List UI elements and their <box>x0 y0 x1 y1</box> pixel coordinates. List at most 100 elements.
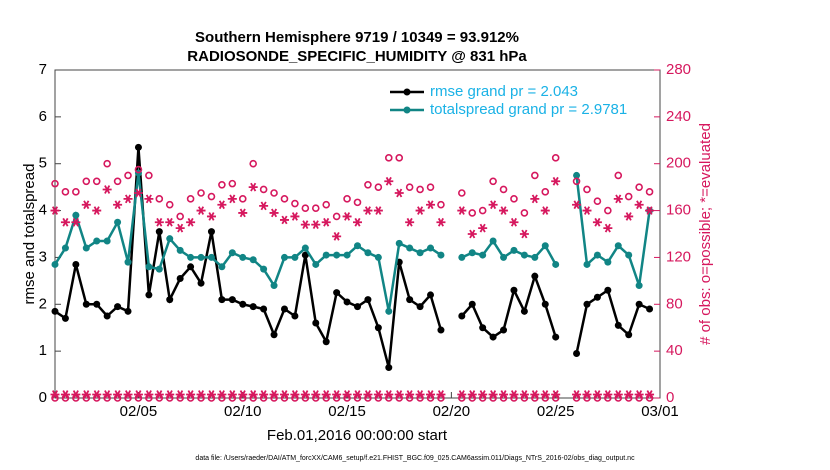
possible-marker <box>489 177 497 186</box>
point <box>260 265 268 273</box>
point <box>573 349 581 357</box>
evaluated-marker <box>499 206 509 215</box>
evaluated-marker <box>353 217 362 227</box>
evaluated-marker <box>592 217 602 227</box>
evaluated-marker <box>92 206 102 215</box>
possible-marker <box>165 200 174 209</box>
y-axis-label: rmse and totalspread <box>21 164 38 305</box>
point <box>270 282 278 290</box>
evaluated-marker <box>572 200 582 210</box>
evaluated-marker <box>165 390 175 399</box>
y-tick-label: 4 <box>39 202 47 219</box>
evaluated-marker <box>92 390 102 399</box>
point <box>207 228 215 236</box>
evaluated-marker <box>488 200 498 210</box>
point <box>166 296 174 304</box>
point <box>468 300 476 308</box>
evaluated-marker <box>300 220 310 229</box>
possible-marker <box>103 159 111 168</box>
evaluated-marker <box>196 206 206 215</box>
point <box>93 300 101 308</box>
y2-tick-label: 160 <box>666 202 691 219</box>
point <box>72 260 80 268</box>
evaluated-marker <box>290 212 300 221</box>
point <box>583 300 591 308</box>
evaluated-marker <box>603 223 613 233</box>
point <box>291 253 299 261</box>
evaluated-marker <box>50 206 60 215</box>
point <box>458 312 466 320</box>
point <box>510 246 518 254</box>
point <box>489 237 497 245</box>
evaluated-marker <box>645 390 655 399</box>
evaluated-marker <box>60 390 70 399</box>
evaluated-marker <box>373 390 383 399</box>
y2-tick-label: 0 <box>666 389 674 406</box>
evaluated-marker <box>384 176 394 186</box>
evaluated-marker <box>238 208 248 218</box>
point <box>479 251 487 259</box>
possible-marker <box>405 183 414 191</box>
possible-marker <box>353 198 362 207</box>
possible-marker <box>551 154 560 162</box>
evaluated-marker <box>279 390 289 399</box>
point <box>218 296 226 304</box>
possible-marker <box>458 189 466 197</box>
evaluated-marker <box>436 217 446 227</box>
possible-marker <box>395 154 404 162</box>
evaluated-marker <box>102 390 112 399</box>
evaluated-marker <box>196 390 206 399</box>
point <box>197 253 205 261</box>
chart-subtitle: RADIOSONDE_SPECIFIC_HUMIDITY @ 831 hPa <box>187 48 527 65</box>
evaluated-marker <box>227 390 237 399</box>
possible-marker <box>228 179 237 188</box>
possible-marker <box>113 177 122 186</box>
evaluated-marker <box>290 390 300 399</box>
evaluated-marker <box>113 200 123 210</box>
point <box>635 300 643 308</box>
possible-marker <box>604 206 612 215</box>
evaluated-marker <box>572 390 582 399</box>
possible-marker <box>61 188 70 196</box>
evaluated-marker <box>634 200 644 210</box>
point <box>458 253 466 261</box>
evaluated-marker <box>363 206 373 215</box>
evaluated-marker <box>467 229 477 239</box>
x-tick-label: 02/05 <box>120 403 158 420</box>
evaluated-marker <box>71 390 81 399</box>
possible-marker <box>572 177 581 186</box>
point <box>197 279 205 287</box>
evaluated-marker <box>634 390 644 399</box>
evaluated-marker <box>311 390 321 399</box>
evaluated-marker <box>394 188 404 198</box>
possible-marker <box>364 181 372 189</box>
point <box>625 331 633 339</box>
evaluated-marker <box>269 390 279 399</box>
point <box>239 300 247 308</box>
evaluated-marker <box>206 390 216 399</box>
evaluated-marker <box>499 390 509 399</box>
point <box>364 296 372 304</box>
point <box>301 244 309 252</box>
point <box>312 319 320 327</box>
point <box>260 305 268 313</box>
point <box>176 246 184 254</box>
point <box>510 286 518 294</box>
possible-marker <box>624 192 633 201</box>
point <box>406 296 414 304</box>
point <box>593 251 601 259</box>
evaluated-marker <box>509 390 519 399</box>
possible-marker <box>72 188 80 196</box>
point <box>270 331 278 339</box>
evaluated-marker <box>384 390 394 399</box>
evaluated-marker <box>415 206 425 215</box>
y2-tick-label: 40 <box>666 342 683 359</box>
point <box>93 237 101 245</box>
point <box>573 171 581 179</box>
y2-axis-label: # of obs: o=possible; *=evaluated <box>697 123 714 345</box>
evaluated-marker <box>613 194 623 204</box>
evaluated-marker <box>551 176 561 186</box>
possible-marker <box>238 195 247 203</box>
point <box>82 300 90 308</box>
x-tick-label: 02/20 <box>433 403 471 420</box>
